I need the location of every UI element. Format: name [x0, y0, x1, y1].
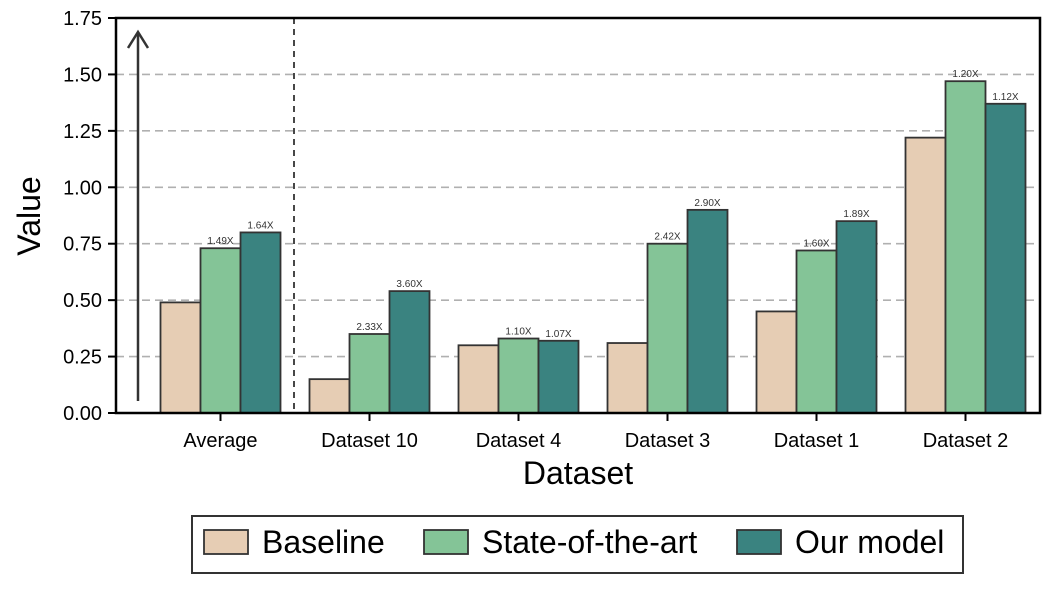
bar-data-label: 1.10X: [505, 327, 531, 338]
bar-baseline-5: [904, 136, 947, 414]
bar-baseline-2: [457, 344, 500, 414]
legend: Baseline State-of-the-art Our model: [191, 515, 964, 574]
bar-our-model-4: [835, 220, 878, 414]
bar-state-of-the-art-2: [497, 337, 540, 414]
bar-state-of-the-art-5: [944, 80, 987, 414]
legend-label: Our model: [795, 524, 944, 560]
bar-data-label: 2.33X: [356, 322, 382, 333]
x-axis: Average Dataset 10 Dataset 4 Dataset 3 Datas…: [183, 413, 1008, 452]
bar-data-label: 1.64X: [247, 220, 273, 231]
y-tick-label: 1.75: [63, 8, 102, 30]
bar-state-of-the-art-3: [646, 242, 689, 414]
y-axis-title: Value: [11, 176, 47, 255]
y-tick-label: 0.25: [63, 347, 102, 369]
x-axis-title: Dataset: [523, 455, 633, 491]
legend-swatch: [423, 529, 469, 555]
bar-our-model-3: [686, 208, 729, 414]
bar-data-label: 1.20X: [952, 69, 978, 80]
x-tick-label: Dataset 10: [321, 430, 418, 452]
bar-our-model-0: [239, 231, 282, 414]
bar-baseline-4: [755, 310, 798, 414]
x-tick-label: Dataset 4: [476, 430, 562, 452]
bar-data-label: 2.42X: [654, 232, 680, 243]
legend-swatch: [736, 529, 782, 555]
y-tick-label: 0.50: [63, 290, 102, 312]
up-arrow: [126, 29, 150, 401]
bar-data-label: 1.49X: [207, 236, 233, 247]
bar-data-label: 1.60X: [803, 238, 829, 249]
legend-label: State-of-the-art: [482, 524, 697, 560]
bar-baseline-3: [606, 342, 649, 414]
bar-baseline-0: [159, 301, 202, 414]
grid-lines: [116, 73, 1040, 358]
y-tick-label: 1.25: [63, 121, 102, 143]
x-tick-label: Dataset 3: [625, 430, 711, 452]
bar-data-label: 2.90X: [694, 198, 720, 209]
bar-our-model-5: [984, 102, 1027, 414]
bar-data-label: 1.07X: [545, 329, 571, 340]
bar-data-label: 3.60X: [396, 279, 422, 290]
bar-state-of-the-art-1: [348, 333, 391, 414]
y-tick-label: 0.00: [63, 403, 102, 425]
bar-state-of-the-art-4: [795, 249, 838, 414]
y-tick-label: 1.50: [63, 64, 102, 86]
x-tick-label: Dataset 1: [774, 430, 860, 452]
legend-frame: [191, 515, 964, 574]
bar-data-label: 1.89X: [843, 209, 869, 220]
plot-frame: [114, 16, 1042, 415]
bar-data-label: 1.12X: [992, 92, 1018, 103]
y-axis: 0.00 0.25 0.50 0.75 1.00 1.25 1.50 1.75: [63, 8, 116, 425]
x-tick-label: Average: [183, 430, 257, 452]
y-tick-label: 1.00: [63, 177, 102, 199]
bar-our-model-2: [537, 339, 580, 414]
x-tick-label: Dataset 2: [923, 430, 1009, 452]
legend-swatch: [203, 529, 249, 555]
bar-labels-group: 1.49X 1.64X 2.33X 3.60X 1.10X 1.07X 2.42X 2.90X…: [207, 69, 1018, 340]
legend-label: Baseline: [262, 524, 385, 560]
bar-our-model-1: [388, 290, 431, 414]
y-tick-label: 0.75: [63, 234, 102, 256]
bar-state-of-the-art-0: [199, 247, 242, 414]
bar-baseline-1: [308, 378, 351, 414]
